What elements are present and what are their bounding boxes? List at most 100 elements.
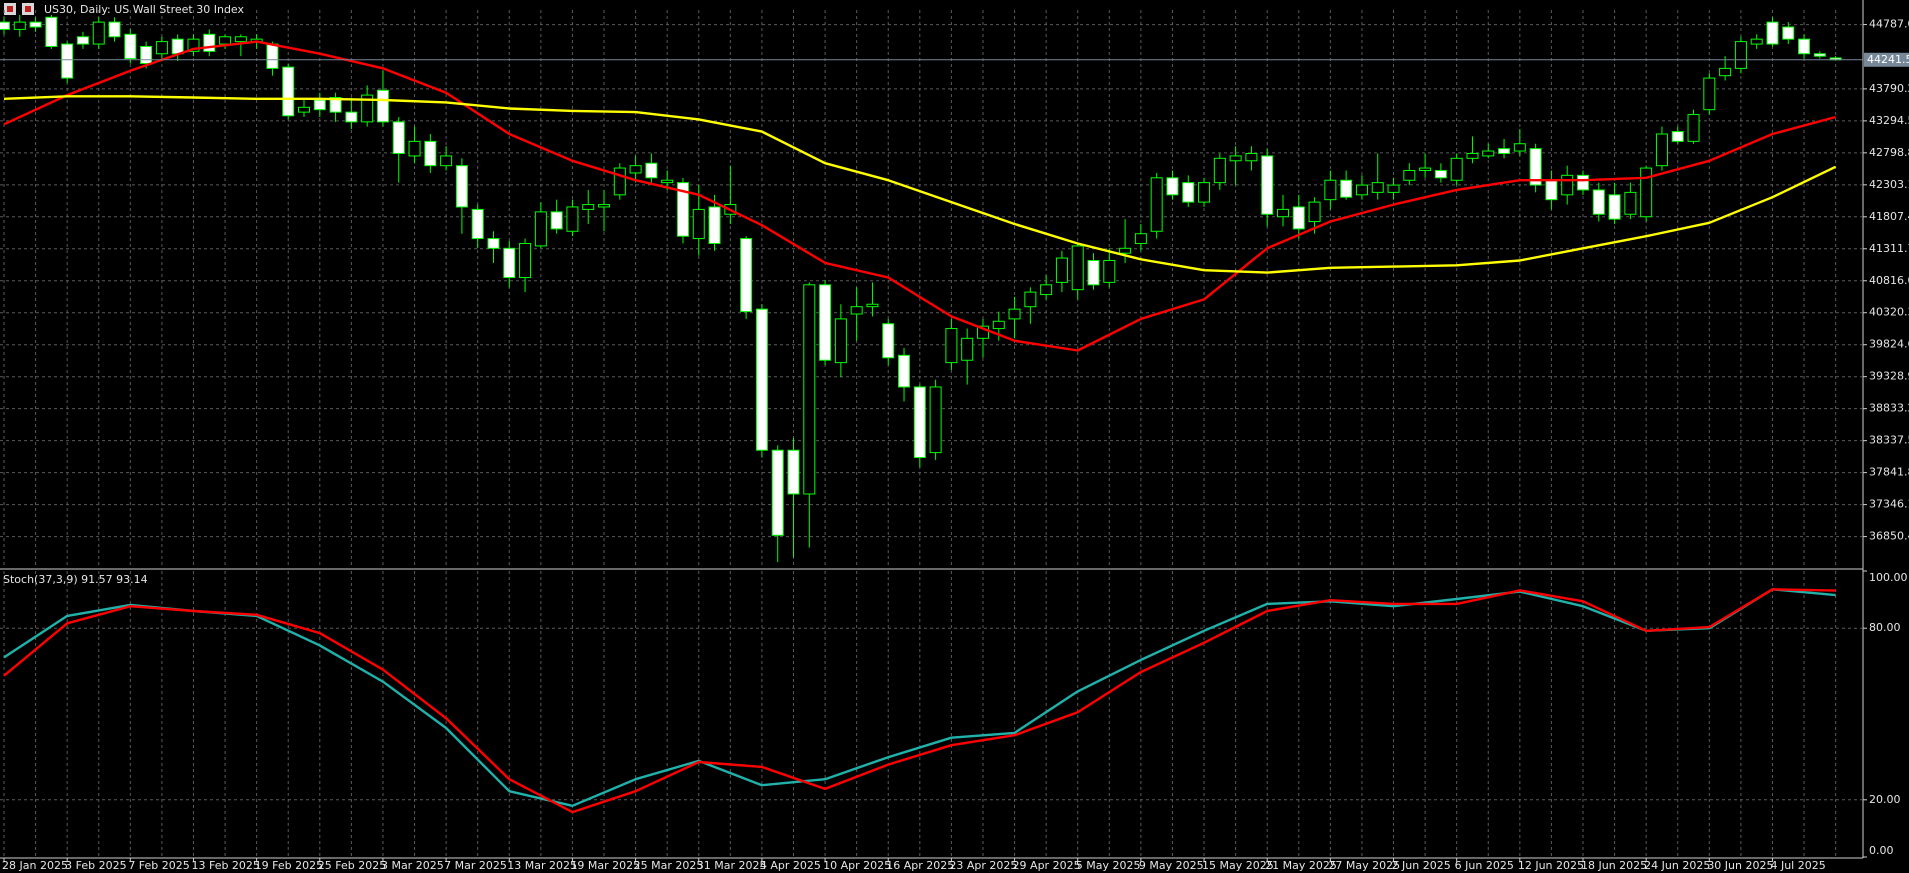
candle-body: [187, 38, 200, 52]
x-tick-label: 9 May 2025: [1139, 859, 1204, 872]
candle-body: [1655, 133, 1668, 167]
candle-body: [692, 208, 705, 240]
candle-body: [708, 206, 721, 244]
y-tick-label: 39824.6: [1869, 338, 1909, 351]
stochastic-line: [3, 588, 1836, 814]
candle-body: [1040, 284, 1053, 296]
candle-body: [850, 306, 863, 315]
candle-body: [1166, 177, 1179, 196]
candle-body: [1198, 182, 1211, 203]
x-tick-label: 27 May 2025: [1328, 859, 1400, 872]
x-tick-label: 4 Apr 2025: [760, 859, 821, 872]
x-tick-label: 29 Apr 2025: [1013, 859, 1081, 872]
candle-body: [803, 284, 816, 495]
candle-body: [1103, 260, 1116, 283]
candle-body: [740, 238, 753, 313]
y-tick-label: 38337.5: [1869, 434, 1909, 447]
x-tick-label: 12 Jun 2025: [1518, 859, 1584, 872]
candle-body: [676, 182, 689, 237]
candle-body: [882, 323, 895, 359]
candle-body: [1766, 21, 1779, 45]
candle-body: [961, 337, 974, 361]
moving-average-line: [3, 40, 1836, 352]
candle-body: [455, 165, 468, 208]
candle-body: [1024, 291, 1037, 308]
candle-body: [1324, 179, 1337, 201]
candle-body: [1419, 167, 1432, 172]
candle-body: [566, 206, 579, 232]
x-tick-label: 30 Jun 2025: [1707, 859, 1773, 872]
candle-body: [1782, 26, 1795, 40]
candle-body: [108, 21, 121, 38]
candle-body: [629, 165, 642, 174]
y-tick-label: 80.00: [1869, 621, 1901, 634]
candle-body: [1577, 174, 1589, 191]
y-tick-label: 42798.8: [1869, 146, 1909, 159]
x-tick-label: 25 Feb 2025: [318, 859, 386, 872]
y-tick-label: 43790.2: [1869, 82, 1909, 95]
candle-body: [1640, 167, 1653, 218]
candle-body: [219, 36, 232, 45]
x-tick-label: 18 Jun 2025: [1581, 859, 1647, 872]
candle-body: [661, 179, 674, 184]
y-tick-label: 42303.1: [1869, 178, 1909, 191]
candle-body: [503, 247, 516, 279]
candle-body: [1355, 184, 1368, 196]
candle-body: [1245, 152, 1258, 162]
candle-body: [171, 38, 184, 55]
symbol-icons: [4, 3, 34, 15]
candle-body: [1150, 177, 1163, 232]
candle-body: [1798, 38, 1811, 55]
y-tick-label: 40320.3: [1869, 306, 1909, 319]
candle-body: [1308, 201, 1321, 223]
y-tick-label: 37346.1: [1869, 498, 1909, 511]
last-price-box: [1864, 52, 1909, 67]
candle-body: [313, 99, 326, 111]
candle-body: [992, 320, 1005, 330]
candle-body: [819, 284, 832, 361]
x-tick-label: 15 May 2025: [1202, 859, 1274, 872]
candle-body: [787, 449, 800, 495]
candle-body: [13, 21, 26, 30]
candle-body: [755, 308, 768, 451]
candle-body: [298, 106, 311, 113]
moving-average-line: [3, 95, 1837, 274]
candle-body: [1213, 157, 1226, 184]
candle-body: [408, 140, 421, 157]
candle-body: [155, 41, 168, 55]
x-tick-label: 10 Apr 2025: [823, 859, 891, 872]
x-tick-label: 3 Feb 2025: [65, 859, 126, 872]
candle-body: [1403, 170, 1416, 181]
candle-body: [0, 21, 10, 30]
x-tick-label: 6 Jun 2025: [1455, 859, 1514, 872]
candle-body: [440, 155, 453, 167]
y-tick-label: 100.00: [1869, 571, 1908, 584]
candle-body: [1182, 182, 1195, 203]
y-tick-label: 39328.9: [1869, 370, 1909, 383]
y-tick-label: 20.00: [1869, 793, 1901, 806]
candle-body: [582, 204, 595, 210]
candle-body: [361, 94, 374, 123]
candle-body: [1592, 189, 1605, 215]
candle-body: [203, 33, 216, 52]
candle-body: [898, 354, 911, 388]
icon: [25, 6, 31, 12]
x-tick-label: 4 Jul 2025: [1770, 859, 1825, 872]
candle-body: [140, 45, 153, 64]
candle-body: [1434, 170, 1447, 179]
candle-body: [487, 238, 500, 249]
candle-body: [1071, 245, 1084, 291]
x-tick-label: 31 Mar 2025: [697, 859, 767, 872]
candle-body: [329, 97, 342, 113]
candle-body: [1750, 38, 1763, 45]
labels-layer: US30, Daily: US Wall Street 30 Index Stoc…: [2, 3, 1909, 872]
y-tick-label: 40816.0: [1869, 274, 1909, 287]
x-tick-label: 19 Mar 2025: [570, 859, 640, 872]
marks-layer: [0, 14, 1863, 814]
candle-body: [1261, 155, 1274, 215]
candle-body: [1671, 131, 1684, 142]
candle-body: [234, 36, 247, 43]
candle-body: [29, 21, 42, 28]
candle-body: [61, 43, 74, 79]
candle-body: [1008, 308, 1021, 320]
